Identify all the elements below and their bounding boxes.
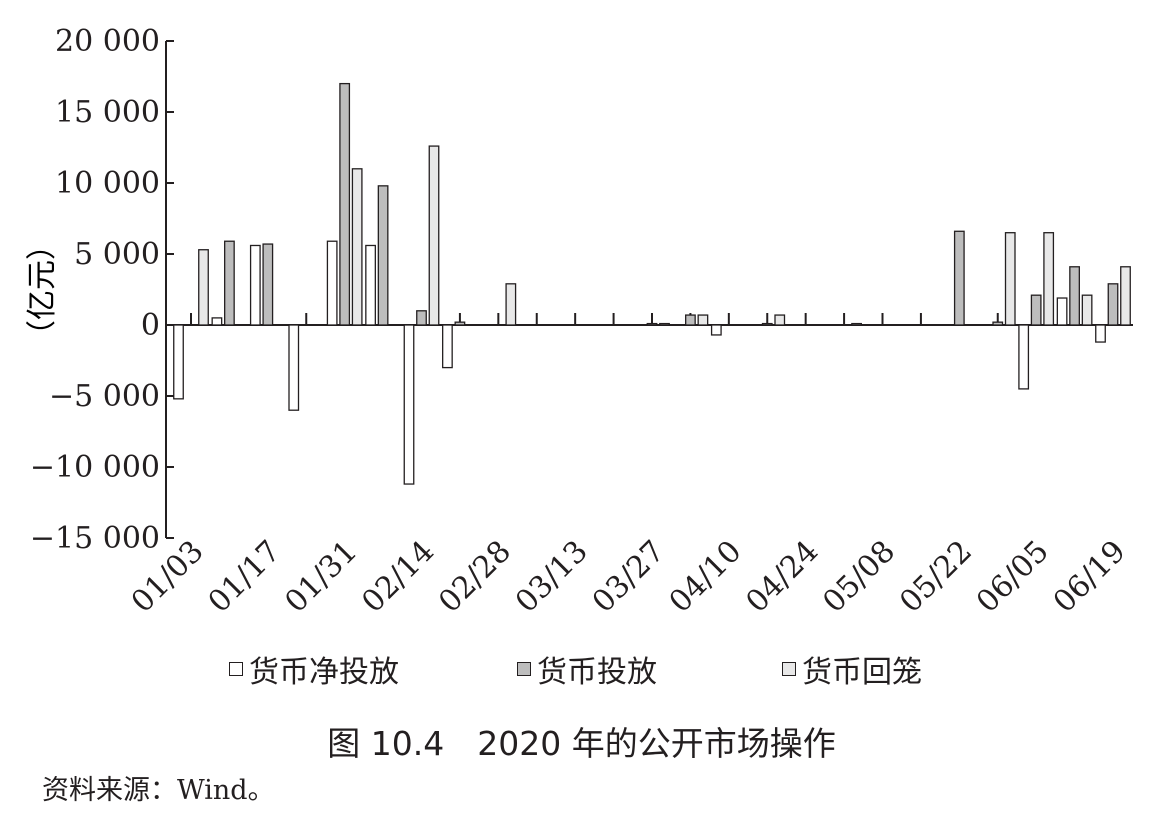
y-tick-label: −10 000 <box>30 450 160 485</box>
x-tick-label: 02/28 <box>432 534 518 620</box>
bar-net <box>1056 297 1068 326</box>
bar-withdrawal <box>198 249 209 326</box>
bar-withdrawal <box>659 322 670 326</box>
bar-injection <box>377 185 389 326</box>
legend-label-withdrawal: 货币回笼 <box>802 655 922 690</box>
bar-net <box>1095 324 1106 343</box>
bar-net <box>326 240 338 326</box>
x-tick-label: 06/19 <box>1047 534 1133 620</box>
bar-withdrawal <box>1043 232 1055 326</box>
bar-injection <box>1030 294 1042 326</box>
y-tick-label: 10 000 <box>55 166 160 201</box>
legend-label-net: 货币净投放 <box>249 655 399 690</box>
bar-net <box>710 324 722 336</box>
bar-withdrawal <box>1081 294 1093 326</box>
bar-withdrawal <box>697 314 709 326</box>
bar-net <box>365 244 376 326</box>
bar-injection <box>1107 283 1119 326</box>
bar-net <box>173 324 184 400</box>
bar-withdrawal <box>774 314 786 326</box>
bar-withdrawal <box>851 322 862 326</box>
bar-net <box>211 317 223 326</box>
x-tick-label: 02/14 <box>355 534 441 620</box>
bar-injection <box>454 321 466 326</box>
bar-injection <box>339 82 351 326</box>
legend-swatch-net <box>229 662 243 676</box>
bar-net <box>288 324 300 411</box>
legend-swatch-injection <box>517 662 531 676</box>
x-tick-label: 04/24 <box>739 534 825 620</box>
bar-injection <box>992 321 1004 326</box>
y-tick-label: 5 000 <box>74 237 160 272</box>
legend-label-injection: 货币投放 <box>537 655 657 690</box>
x-tick-label: 05/08 <box>816 534 902 620</box>
y-tick-label: 20 000 <box>55 24 160 59</box>
x-tick-label: 05/22 <box>893 534 979 620</box>
y-axis-label: （亿元） <box>25 230 60 350</box>
legend-item-withdrawal: 货币回笼 <box>782 647 922 691</box>
y-tick-label: 15 000 <box>55 95 160 130</box>
figure-caption: 图 10.4 2020 年的公开市场操作 <box>327 724 836 763</box>
bar-withdrawal <box>351 168 363 326</box>
bar-withdrawal <box>1120 266 1131 326</box>
x-tick-label: 01/17 <box>202 534 288 620</box>
bar-injection <box>953 230 965 326</box>
legend-swatch-withdrawal <box>782 662 796 676</box>
bar-injection <box>646 322 658 326</box>
legend: 货币净投放 货币投放 货币回笼 <box>0 647 1163 690</box>
x-tick-label: 06/05 <box>970 534 1056 620</box>
bar-net <box>249 244 261 326</box>
legend-item-net: 货币净投放 <box>229 647 399 691</box>
x-tick-label: 03/13 <box>509 534 595 620</box>
y-tick-label: −5 000 <box>49 379 160 414</box>
bar-injection <box>685 314 696 326</box>
x-tick-label: 01/31 <box>278 534 364 620</box>
source-note: 资料来源：Wind。 <box>42 775 275 806</box>
bar-injection <box>1069 266 1080 326</box>
bar-withdrawal <box>505 283 517 326</box>
bar-net <box>1018 324 1030 390</box>
bar-injection <box>416 310 427 326</box>
bar-chart: 20 000 15 000 10 000 5 000 0 −5 000 −10 000 −15… <box>25 24 1133 620</box>
bar-withdrawal <box>1004 232 1016 326</box>
bar-withdrawal <box>428 145 440 326</box>
bar-injection <box>224 240 235 326</box>
y-tick-label: −15 000 <box>30 521 160 556</box>
x-tick-label: 04/10 <box>663 534 749 620</box>
bar-injection <box>262 243 274 326</box>
bar-net <box>403 324 415 485</box>
bar-net <box>442 324 453 369</box>
x-tick-label: 03/27 <box>586 534 672 620</box>
legend-item-injection: 货币投放 <box>517 647 657 691</box>
y-tick-label: 0 <box>141 308 160 343</box>
bar-injection <box>761 322 773 326</box>
